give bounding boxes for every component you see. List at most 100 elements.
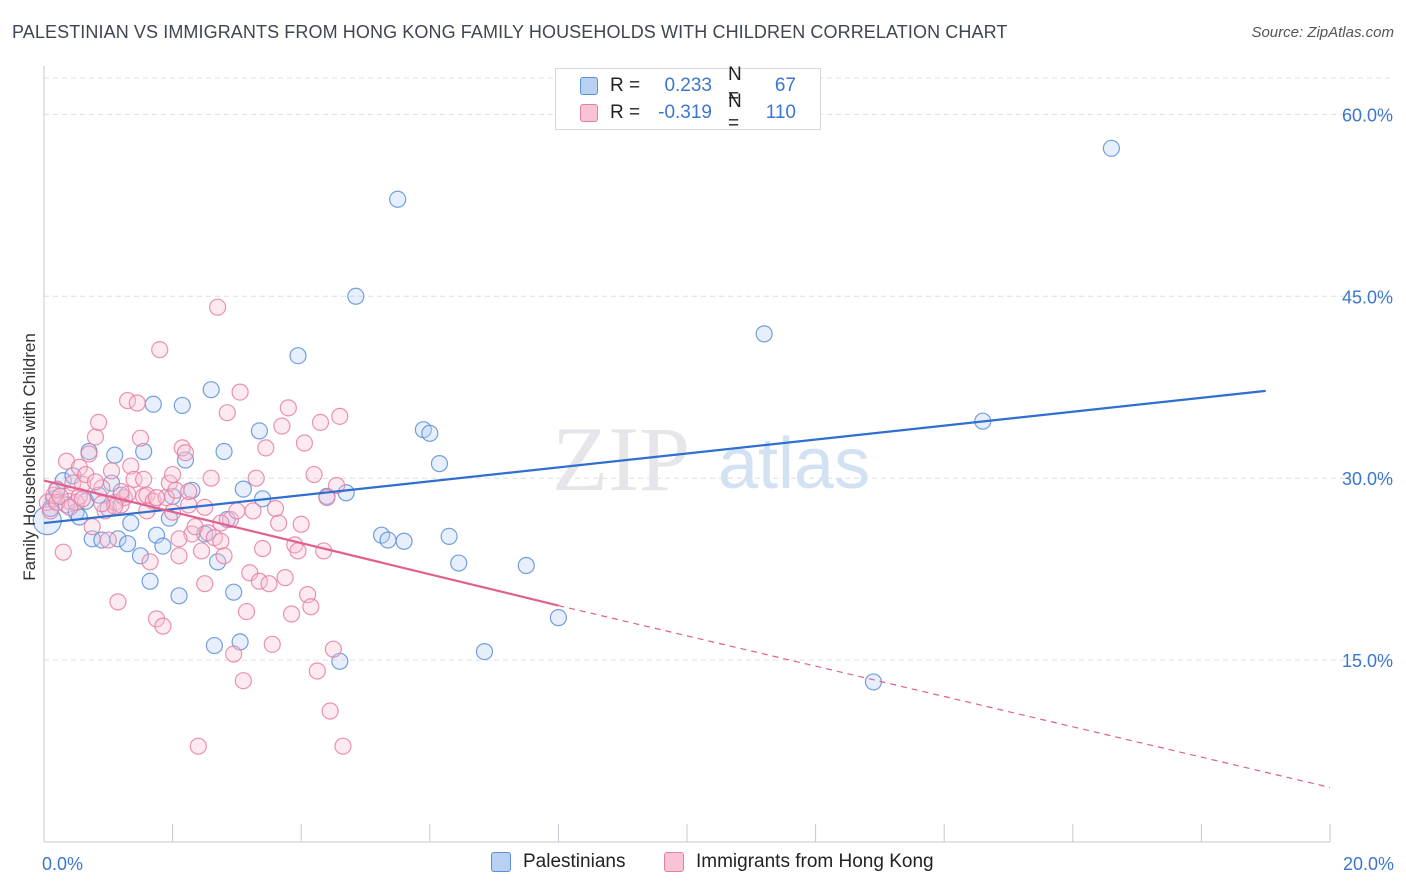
data-point-pink — [308, 662, 326, 680]
trend-line-extension-pink — [558, 604, 1331, 789]
data-point-pink — [154, 617, 172, 635]
n-label: N = — [728, 64, 742, 107]
data-point-blue — [205, 636, 223, 655]
y-tick-label: 30.0% — [1342, 469, 1393, 489]
data-point-pink — [73, 490, 92, 508]
data-point-pink — [196, 575, 214, 593]
data-point-blue — [209, 553, 227, 571]
data-point-pink — [228, 502, 246, 520]
data-point-pink — [321, 702, 339, 720]
axis-layer — [43, 66, 1331, 843]
data-point-pink — [241, 564, 259, 582]
data-point-blue — [395, 532, 413, 550]
data-point-pink — [125, 470, 143, 489]
data-point-blue — [549, 609, 568, 627]
r-label: R = — [610, 75, 641, 96]
legend-swatch-blue — [491, 852, 511, 872]
trend-layer — [43, 389, 1331, 789]
data-point-pink — [212, 532, 230, 550]
data-point-pink — [170, 530, 188, 548]
data-point-blue — [430, 455, 449, 473]
data-point-pink — [279, 399, 297, 417]
data-point-pink — [263, 635, 281, 653]
data-point-pink — [61, 498, 79, 516]
data-point-blue — [106, 446, 124, 464]
data-point-pink — [164, 465, 182, 484]
y-tick-label: 45.0% — [1342, 287, 1393, 307]
data-point-pink — [237, 602, 256, 621]
legend-row-palestinians: R = 0.233 N = 67 — [580, 64, 796, 107]
data-point-blue — [234, 480, 252, 498]
data-point-pink — [270, 514, 288, 532]
r-value: -0.319 — [658, 102, 712, 123]
legend-row-hong-kong: R = -0.319 N = 110 — [580, 91, 796, 134]
data-point-blue — [147, 526, 166, 544]
data-point-pink — [331, 407, 349, 425]
data-point-pink — [209, 298, 227, 316]
data-point-blue — [141, 572, 159, 590]
data-point-pink — [324, 640, 342, 658]
data-point-pink — [311, 413, 330, 432]
data-point-blue — [250, 422, 269, 440]
data-point-pink — [131, 429, 150, 447]
data-point-blue — [131, 547, 150, 565]
data-point-pink — [90, 413, 108, 432]
data-point-pink — [135, 470, 153, 489]
data-point-blue — [64, 467, 82, 485]
data-point-pink — [99, 531, 117, 549]
data-point-blue — [122, 514, 140, 532]
y-tick-label: 60.0% — [1342, 105, 1393, 125]
legend-swatch-blue — [580, 77, 598, 95]
data-point-pink — [334, 737, 352, 755]
legend-swatch-pink — [664, 852, 684, 872]
data-point-blue — [202, 381, 220, 399]
data-point-pink — [54, 543, 72, 561]
data-point-blue — [475, 643, 494, 661]
data-point-pink — [86, 428, 105, 446]
data-point-pink — [273, 417, 291, 435]
data-point-pink — [167, 481, 185, 499]
data-point-blue — [517, 556, 535, 575]
data-point-pink — [147, 488, 166, 507]
data-point-pink — [302, 598, 320, 616]
data-point-blue — [215, 442, 233, 461]
data-point-blue — [170, 587, 188, 605]
legend-label-hong-kong: Immigrants from Hong Kong — [696, 851, 934, 872]
points-layer — [32, 139, 1120, 755]
data-point-pink — [202, 469, 220, 487]
data-point-pink — [257, 439, 275, 457]
data-point-pink — [93, 495, 111, 513]
data-point-pink — [247, 469, 265, 487]
data-point-pink — [221, 510, 240, 529]
data-point-pink — [151, 341, 169, 359]
data-point-blue — [173, 396, 191, 415]
data-point-pink — [102, 462, 121, 480]
data-point-blue — [755, 325, 773, 343]
data-point-blue — [440, 527, 458, 546]
series-legend: Palestinians Immigrants from Hong Kong — [0, 851, 1406, 879]
data-point-pink — [122, 457, 140, 475]
data-point-pink — [225, 645, 243, 663]
data-point-blue — [225, 583, 243, 601]
data-point-blue — [450, 554, 468, 572]
data-point-pink — [192, 542, 211, 560]
data-point-pink — [173, 439, 191, 457]
data-point-pink — [289, 542, 307, 560]
legend-swatch-pink — [580, 104, 598, 122]
data-point-blue — [379, 531, 397, 549]
data-point-blue — [1102, 139, 1120, 157]
data-point-blue — [144, 395, 162, 413]
data-point-pink — [189, 737, 207, 755]
trend-line-blue — [43, 389, 1266, 525]
data-point-blue — [389, 190, 407, 208]
data-point-blue — [154, 537, 172, 555]
data-point-blue — [289, 347, 307, 365]
x-tick-label: 20.0% — [1343, 854, 1394, 874]
data-point-pink — [176, 444, 195, 462]
data-point-pink — [266, 499, 285, 518]
data-point-blue — [135, 442, 153, 461]
data-point-pink — [292, 515, 310, 533]
data-point-pink — [260, 575, 278, 593]
data-point-pink — [244, 502, 262, 520]
